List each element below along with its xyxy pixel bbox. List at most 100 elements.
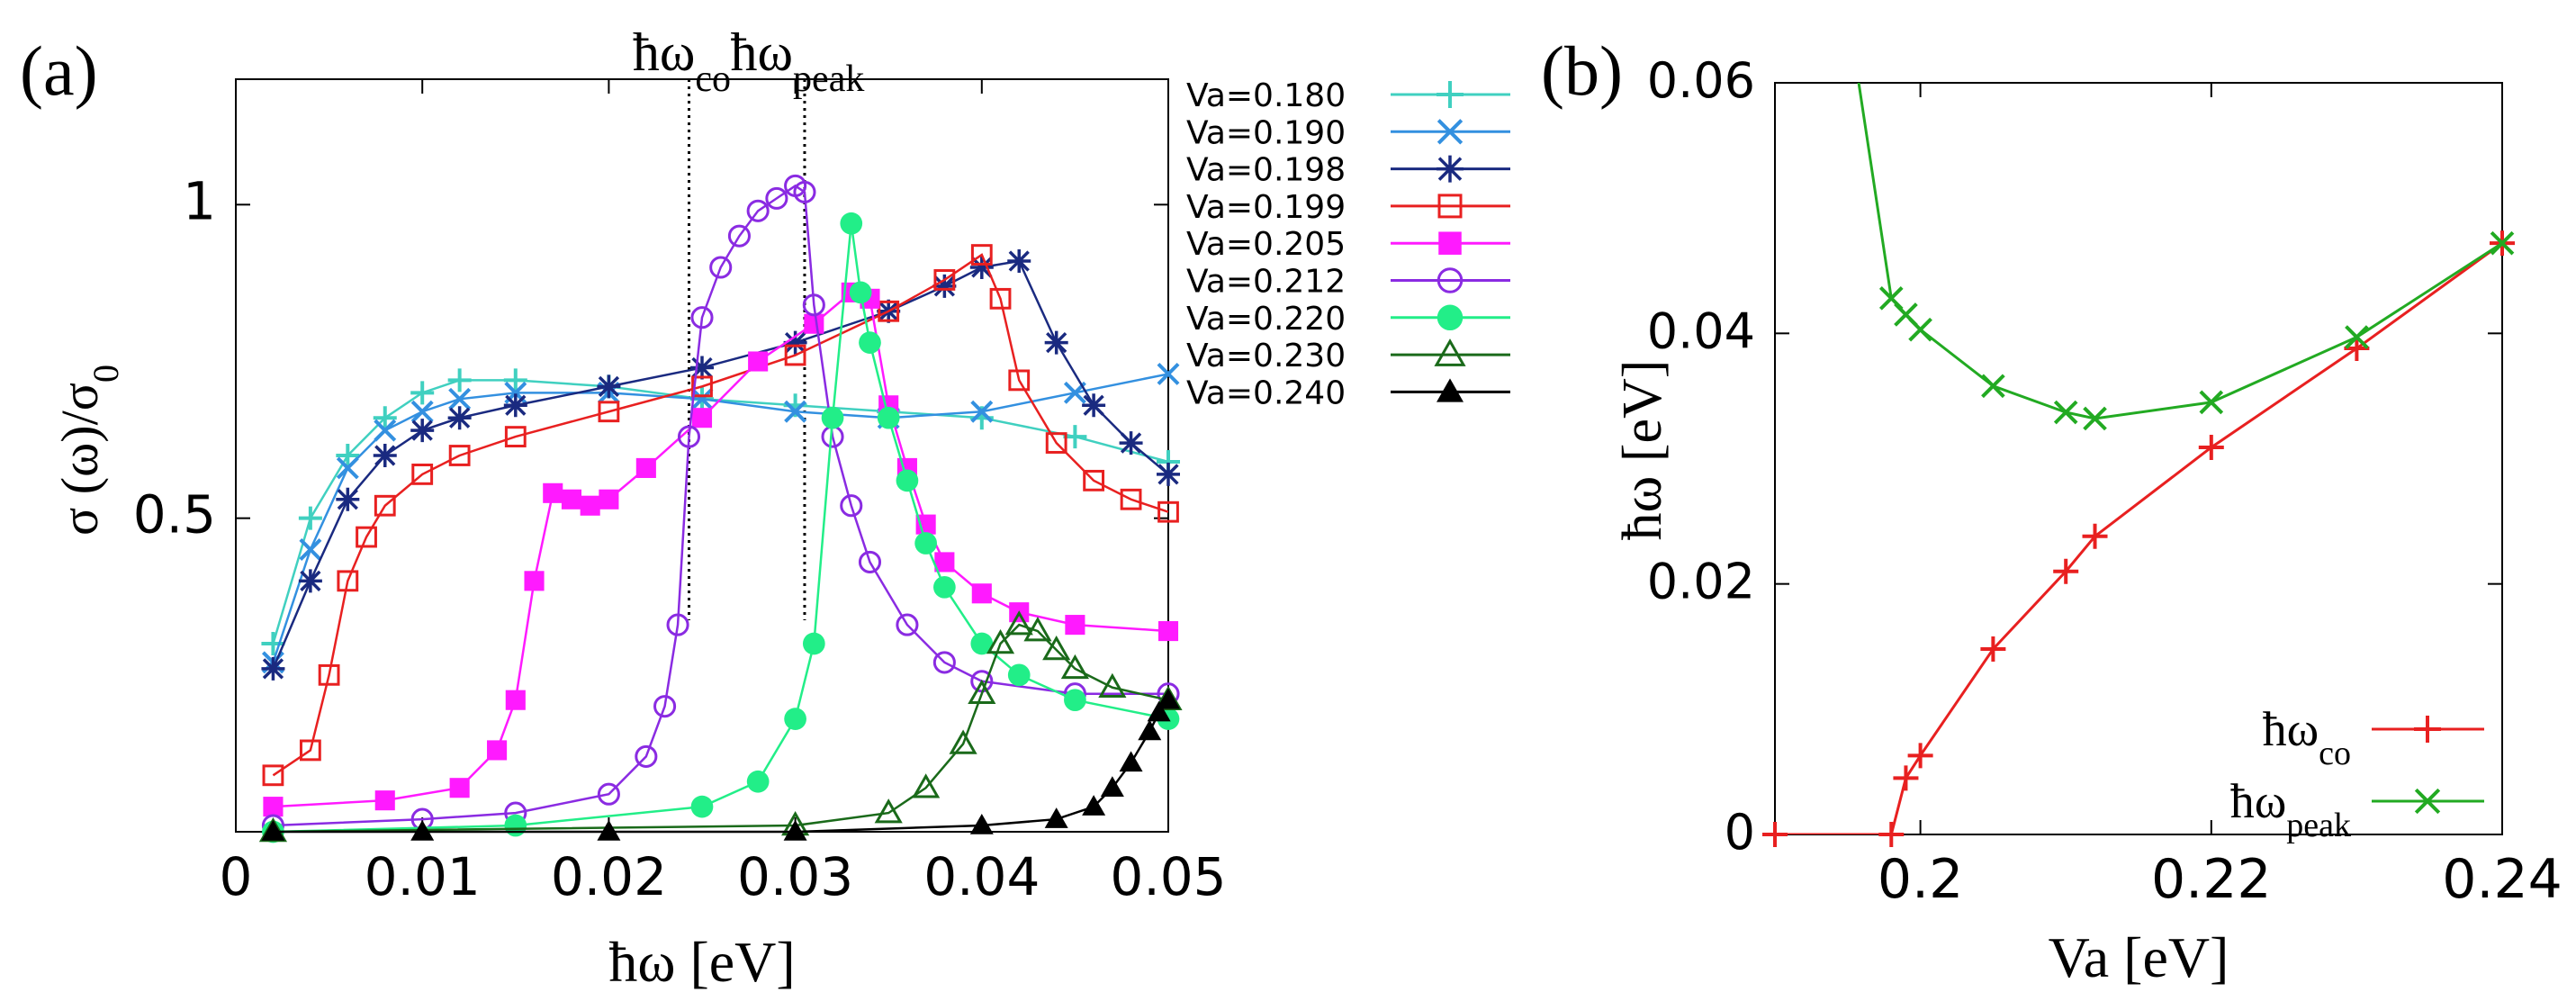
panel-a-series-5-point	[677, 425, 701, 448]
panel-a-series-6-point	[746, 770, 770, 793]
panel-b-series-1-point	[2053, 400, 2078, 425]
panel-a-series-1-point	[970, 400, 994, 423]
panel-a-series-line-7	[273, 623, 1169, 834]
panel-a-label: (a)	[20, 32, 98, 110]
panel-b-ytick-label: 0.04	[1647, 302, 1755, 359]
panel-a-legend-marker-8	[1437, 378, 1464, 402]
panel-b-series-1-point	[1908, 317, 1932, 342]
panel-a-series-3-point	[411, 464, 434, 485]
panel-a-series-line-1	[272, 373, 1169, 663]
panel-a-series-8-point	[1100, 776, 1124, 797]
panel-a-series-3-point	[299, 739, 321, 762]
panel-a-series-8-point	[410, 820, 435, 841]
panel-a-series-6-point	[970, 632, 994, 655]
panel-a-series-1-point	[448, 387, 472, 410]
panel-b-series-0-point	[1762, 822, 1788, 847]
panel-b-label: (b)	[1541, 32, 1623, 110]
panel-a-series-2-point	[969, 256, 994, 279]
panel-a-series-4-point	[748, 351, 769, 372]
panel-a-series-6-point	[821, 406, 844, 429]
panel-b-series-line-1	[1857, 83, 2502, 420]
panel-b-series-1-point	[2083, 406, 2107, 431]
panel-a-series-0-point	[298, 506, 322, 530]
panel-a-series-0-point	[447, 368, 472, 392]
panel-a-series-5-point	[653, 695, 677, 718]
panel-a-series-3-point	[262, 764, 284, 787]
panel-a-legend-marker-0	[1437, 81, 1464, 108]
panel-a-series-3-point	[1083, 469, 1105, 491]
panel-a-series-7-point	[1023, 617, 1052, 642]
panel-a-series-line-0	[272, 379, 1169, 645]
panel-a-series-2-point	[447, 406, 472, 430]
panel-a-series-8-point	[1082, 795, 1106, 816]
panel-a-series-7-point	[949, 729, 977, 754]
panel-a-series-7-point	[1060, 654, 1089, 680]
panel-a-legend-marker-3	[1437, 194, 1463, 219]
panel-a-legend-marker-5	[1437, 267, 1464, 293]
panel-a-series-5-point	[858, 550, 882, 573]
panel-a-series-4-point	[561, 489, 582, 510]
panel-a-series-8-point	[783, 820, 807, 841]
panel-a-series-1-point	[784, 400, 807, 423]
panel-a-series-8-point	[1138, 719, 1162, 741]
panel-b-series-0-point	[2198, 434, 2224, 460]
panel-a-series-3-point	[1120, 488, 1142, 510]
panel-a-xlabel: ħω [eV]	[608, 930, 795, 992]
panel-a-series-6-point	[933, 575, 956, 599]
panel-b-series-line-0	[1775, 241, 2502, 834]
panel-a-series-line-3	[272, 253, 1169, 777]
panel-a-legend-marker-4	[1438, 231, 1462, 255]
panel-a-series-3-point	[356, 526, 377, 548]
panel-a-series-5-point	[746, 199, 770, 222]
annotation-label-main: ħω	[731, 23, 794, 82]
panel-a-series-8-point	[1119, 751, 1143, 772]
panel-a-legend-marker-1	[1437, 119, 1464, 145]
panel-a-series-8-point	[597, 820, 621, 841]
panel-a-series-0-point	[336, 444, 360, 467]
panel-a-series-8-point	[1147, 700, 1171, 722]
panel-b-legend-label-sub: peak	[2286, 807, 2351, 844]
panel-a-series-1-point	[336, 456, 359, 480]
panel-a-series-5-point	[765, 186, 788, 210]
panel-b-legend-marker-0	[2414, 716, 2441, 743]
panel-a-series-8-point	[1044, 807, 1068, 828]
panel-a-series-7-point	[986, 628, 1015, 654]
panel-b-series-0-point	[1878, 822, 1905, 847]
panel-a-series-3-point	[598, 401, 620, 423]
panel-a-series-3-point	[1045, 432, 1067, 454]
panel-b-xtick-label: 0.22	[2151, 848, 2272, 911]
panel-a-legend-label-4: Va=0.205	[1186, 226, 1346, 263]
panel-a-series-8-point	[969, 814, 994, 834]
panel-a-series-2-point	[1082, 393, 1106, 418]
panel-a-series-7-point	[1098, 672, 1127, 699]
panel-a-series-2-point	[1157, 462, 1180, 486]
panel-a-legend: Va=0.180Va=0.190Va=0.198Va=0.199Va=0.205…	[1186, 77, 1510, 411]
panel-b-series-0-point	[2053, 558, 2079, 584]
panel-b-series-0-point	[2082, 523, 2108, 549]
panel-a-series-3-point	[374, 494, 396, 517]
panel-a-series-2-point	[410, 419, 435, 443]
panel-a-series-2-point	[932, 274, 957, 298]
panel-a-series-7-point	[968, 679, 996, 704]
panel-a-ytick-label: 0.5	[133, 484, 216, 546]
panel-b-ytick-label: 0.02	[1647, 554, 1755, 610]
panel-a-series-2-point	[261, 656, 285, 681]
panel-a-series-4-point	[580, 495, 600, 516]
panel-a-series-5-point	[635, 744, 658, 768]
panel-a-series-3-point	[878, 300, 900, 322]
panel-a-ylabel: σ (ω)/σ0	[50, 365, 126, 536]
panel-a-legend-label-8: Va=0.240	[1186, 374, 1346, 411]
panel-a-series-4-point	[599, 489, 619, 510]
panel-a-series-2-point	[690, 356, 714, 380]
panel-a-series-5-point	[666, 613, 689, 636]
panel-a-series-0-point	[261, 632, 285, 655]
panel-a-series-6-point	[840, 212, 863, 235]
panel-a-series-4-point	[1157, 621, 1179, 642]
panel-a-series-7-point	[1042, 635, 1071, 661]
panel-b-legend-label-1: ħωpeak	[2230, 774, 2351, 844]
panel-a-legend-label-6: Va=0.220	[1186, 301, 1346, 338]
panel-a-series-3-point	[933, 269, 956, 291]
panel-a-series-line-6	[273, 223, 1169, 834]
panel-a-series-4-point	[1065, 615, 1085, 636]
